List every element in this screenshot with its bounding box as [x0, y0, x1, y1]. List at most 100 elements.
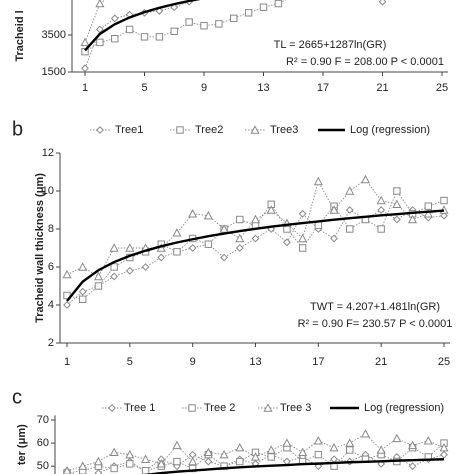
marker-square — [274, 0, 283, 8]
marker-square — [176, 126, 184, 134]
marker-diamond — [251, 234, 260, 243]
legend-label: Tree 1 — [124, 402, 155, 414]
marker-triangle — [376, 195, 386, 205]
equation: TWT = 4.207+1.481ln(GR) — [310, 301, 440, 313]
marker-triangle — [408, 214, 418, 224]
marker-triangle — [78, 262, 88, 271]
marker-square — [94, 282, 103, 290]
marker-diamond — [220, 253, 228, 262]
x-tick-label: 5 — [127, 356, 133, 368]
x-tick-label: 9 — [190, 356, 196, 368]
y-axis-label: Tracheid wall thickness (μm) — [34, 173, 46, 323]
marker-triangle — [313, 176, 323, 186]
series-line — [66, 190, 445, 300]
marker-triangle — [172, 228, 182, 237]
marker-square — [314, 450, 323, 459]
marker-square — [110, 263, 118, 271]
marker-triangle — [313, 436, 323, 445]
y-tick-label: 60 — [37, 437, 49, 449]
marker-diamond — [63, 301, 71, 309]
marker-triangle — [109, 243, 119, 252]
marker-square — [424, 202, 432, 210]
marker-triangle — [203, 210, 213, 220]
marker-triangle — [95, 0, 105, 8]
marker-diamond — [78, 287, 87, 296]
marker-square — [215, 20, 223, 28]
marker-triangle — [156, 459, 166, 468]
marker-diamond — [81, 64, 89, 72]
marker-square — [96, 38, 104, 47]
marker-triangle — [329, 205, 339, 214]
marker-square — [346, 225, 354, 233]
marker-square — [79, 295, 87, 304]
marker-diamond — [298, 209, 307, 218]
marker-triangle — [235, 442, 245, 452]
marker-diamond — [96, 126, 104, 134]
marker-diamond — [283, 238, 291, 247]
y-axis-label: ter (μm) — [16, 424, 28, 465]
legend-label: Tree 2 — [204, 402, 235, 414]
marker-triangle — [62, 269, 72, 279]
legend-label: Tree 3 — [280, 402, 311, 414]
y-tick-label: 8 — [48, 223, 54, 235]
marker-square — [111, 35, 119, 43]
x-tick-label: 5 — [141, 82, 147, 94]
marker-diamond — [330, 234, 338, 243]
marker-triangle — [263, 403, 273, 412]
marker-square — [125, 25, 134, 34]
x-tick-label: 1 — [64, 356, 70, 368]
y-tick-label: 10 — [42, 185, 54, 197]
marker-square — [170, 27, 178, 36]
marker-triangle — [93, 271, 103, 281]
marker-triangle — [235, 233, 245, 243]
marker-diamond — [204, 457, 213, 466]
marker-triangle — [172, 440, 182, 450]
legend-label: Log (regression) — [364, 402, 444, 414]
marker-triangle — [219, 449, 229, 459]
marker-triangle — [125, 449, 135, 459]
marker-triangle — [78, 461, 88, 470]
marker-triangle — [392, 433, 402, 443]
x-tick-label: 25 — [436, 82, 448, 94]
marker-triangle — [125, 243, 135, 252]
y-tick-label: 12 — [42, 147, 54, 159]
marker-triangle — [392, 199, 402, 208]
marker-triangle — [345, 438, 355, 447]
marker-triangle — [250, 214, 261, 224]
plot-area — [62, 174, 449, 309]
marker-square — [185, 18, 193, 26]
y-tick-label: 70 — [37, 414, 49, 426]
marker-square — [236, 215, 244, 224]
y-tick-label: 4 — [48, 299, 54, 311]
regression-line — [66, 209, 445, 302]
marker-square — [377, 225, 385, 233]
marker-triangle — [93, 456, 103, 466]
marker-diamond — [155, 7, 164, 15]
y-tick-label: 50 — [37, 460, 49, 472]
marker-square — [126, 460, 134, 468]
marker-triangle — [439, 442, 449, 452]
marker-diamond — [170, 3, 179, 12]
regression-line — [143, 458, 445, 474]
marker-triangle — [329, 442, 339, 452]
marker-triangle — [188, 209, 198, 218]
marker-diamond — [94, 469, 103, 474]
equation: R² = 0.90 F = 208.00 P < 0.0001 — [286, 56, 444, 68]
marker-triangle — [219, 224, 229, 233]
marker-triangle — [345, 186, 355, 195]
marker-triangle — [282, 438, 292, 447]
marker-diamond — [110, 14, 119, 23]
marker-triangle — [266, 445, 276, 454]
marker-triangle — [423, 436, 433, 445]
marker-diamond — [378, 0, 387, 6]
marker-diamond — [330, 455, 338, 464]
marker-square — [200, 22, 208, 30]
x-tick-label: 17 — [317, 82, 329, 94]
marker-diamond — [235, 244, 244, 252]
marker-square — [155, 33, 164, 41]
marker-diamond — [125, 266, 134, 275]
marker-triangle — [80, 37, 90, 47]
marker-square — [188, 404, 196, 412]
legend-label: Tree2 — [195, 124, 223, 136]
legend-label: Tree1 — [115, 124, 143, 136]
